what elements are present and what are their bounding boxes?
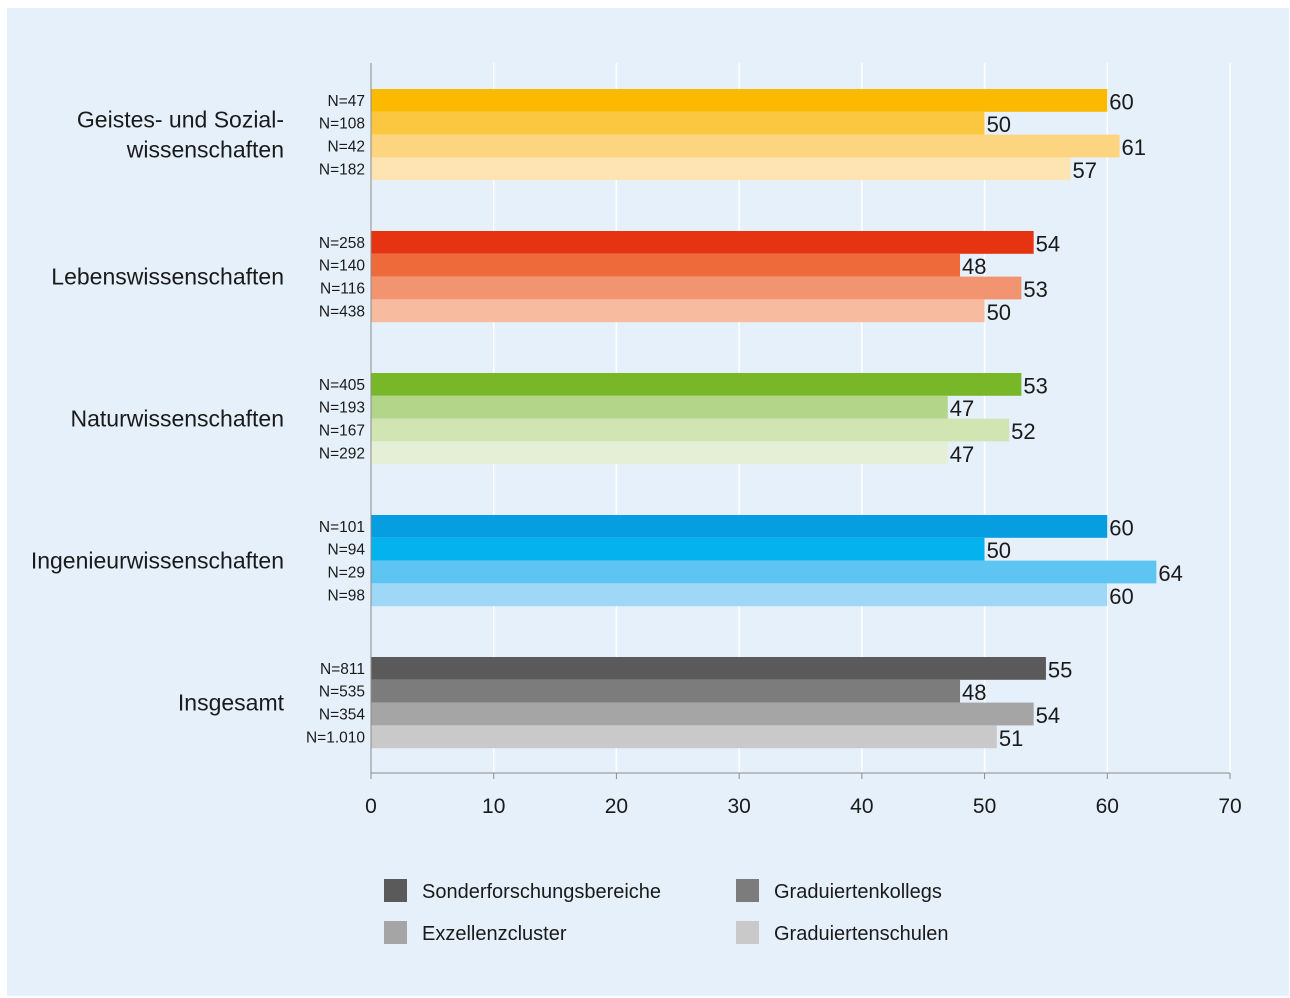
x-axis: 0 10 20 30 40 50 60 70 [365, 63, 1242, 818]
x-tick-label: 70 [1218, 795, 1241, 818]
bar [371, 157, 1071, 181]
x-tick-label: 50 [973, 795, 996, 818]
legend-swatch [384, 879, 407, 902]
bar [371, 515, 1108, 538]
labels: N=47 60 N=108 50 N=42 61 N=182 57 Geistes- und S… [31, 89, 1183, 750]
value-label: 60 [1109, 515, 1133, 540]
n-label: N=108 [319, 116, 365, 133]
n-label: N=438 [319, 303, 365, 320]
value-label: 47 [950, 442, 974, 467]
legend-label: Graduiertenkollegs [774, 881, 942, 903]
value-label: 50 [987, 300, 1011, 325]
n-label: N=182 [319, 161, 365, 178]
legend-label: Graduiertenschulen [774, 923, 949, 945]
bar [371, 560, 1157, 584]
n-label: N=258 [319, 235, 365, 252]
x-tick-label: 30 [727, 795, 750, 818]
value-label: 64 [1158, 561, 1182, 586]
value-label: 57 [1072, 158, 1096, 183]
category-label: Ingenieurwissenschaften [31, 548, 284, 574]
x-tick-label: 60 [1096, 795, 1119, 818]
bars [371, 89, 1157, 749]
value-label: 54 [1036, 231, 1060, 256]
n-label: N=101 [319, 519, 365, 536]
n-label: N=405 [319, 377, 365, 394]
x-tick-label: 20 [605, 795, 628, 818]
n-label: N=811 [320, 661, 365, 678]
bar [371, 583, 1108, 607]
category-label: Lebenswissenschaften [51, 264, 284, 290]
bar [371, 537, 985, 561]
bar [371, 725, 997, 749]
category-label: Geistes- und Sozial- [77, 107, 284, 133]
legend-label: Sonderforschungsbereiche [422, 881, 661, 903]
value-label: 48 [962, 680, 986, 705]
n-label: N=140 [319, 258, 365, 275]
bar [371, 253, 961, 277]
legend-swatch [736, 879, 759, 902]
n-label: N=42 [328, 139, 366, 156]
value-label: 55 [1048, 657, 1072, 682]
bar-chart: 0 10 20 30 40 50 60 70 N=47 60 N=108 50 N=42 61 N=182… [31, 63, 1242, 945]
bar [371, 373, 1022, 396]
legend-swatch [736, 921, 759, 944]
bar [371, 418, 1010, 442]
bar [371, 299, 985, 323]
n-label: N=167 [319, 423, 365, 440]
value-label: 61 [1122, 135, 1146, 160]
value-label: 52 [1011, 419, 1035, 444]
x-tick-label: 0 [365, 795, 377, 818]
value-label: 53 [1023, 277, 1047, 302]
value-label: 50 [987, 538, 1011, 563]
value-label: 51 [999, 726, 1023, 751]
chart-panel: 0 10 20 30 40 50 60 70 N=47 60 N=108 50 N=42 61 N=182… [7, 8, 1289, 996]
x-tick-label: 10 [482, 795, 505, 818]
n-label: N=193 [319, 400, 365, 417]
n-label: N=535 [319, 684, 365, 701]
category-label: Naturwissenschaften [71, 406, 285, 432]
n-label: N=1.010 [306, 729, 365, 746]
bar [371, 441, 948, 465]
n-label: N=29 [328, 565, 366, 582]
category-label: Insgesamt [178, 690, 285, 716]
value-label: 50 [987, 112, 1011, 137]
value-label: 60 [1109, 584, 1133, 609]
n-label: N=98 [328, 587, 366, 604]
value-label: 54 [1036, 703, 1060, 728]
n-label: N=354 [319, 707, 365, 724]
category-label: wissenschaften [126, 137, 284, 163]
bar [371, 702, 1034, 726]
n-label: N=47 [328, 93, 366, 110]
n-label: N=116 [320, 281, 365, 298]
bar [371, 111, 985, 135]
legend-swatch [384, 921, 407, 944]
bar [371, 89, 1108, 112]
bar [371, 276, 1022, 300]
value-label: 48 [962, 254, 986, 279]
value-label: 60 [1109, 89, 1133, 114]
bar [371, 679, 961, 703]
bar [371, 231, 1034, 254]
legend: Sonderforschungsbereiche Graduiertenkolle… [384, 879, 949, 945]
value-label: 53 [1023, 373, 1047, 398]
bar [371, 657, 1046, 680]
n-label: N=94 [328, 542, 366, 559]
bar [371, 395, 948, 419]
legend-label: Exzellenzcluster [422, 923, 567, 945]
bar [371, 134, 1120, 158]
n-label: N=292 [319, 445, 365, 462]
value-label: 47 [950, 396, 974, 421]
x-tick-label: 40 [850, 795, 873, 818]
